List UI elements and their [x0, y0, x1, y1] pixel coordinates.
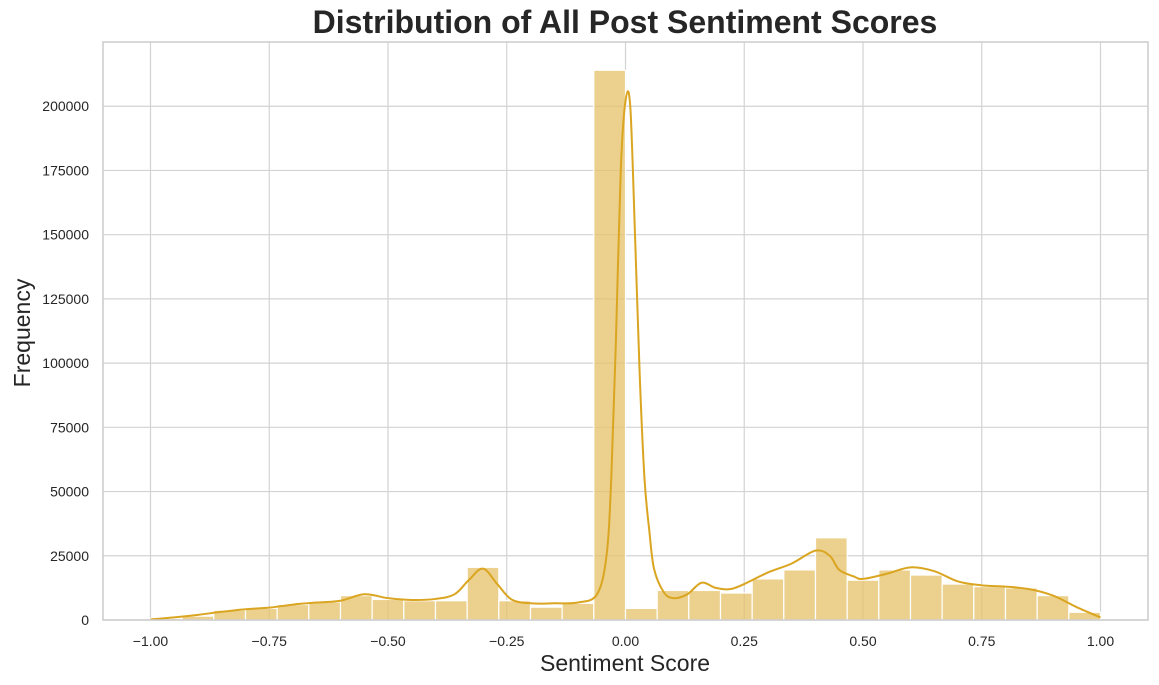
histogram-bar: [434, 600, 468, 621]
histogram-bar: [688, 589, 722, 621]
histogram-bar: [244, 607, 278, 621]
histogram-bar: [466, 566, 500, 621]
y-axis-label: Frequency: [9, 278, 35, 387]
histogram-bar: [403, 600, 437, 621]
x-tick-label: 0.50: [849, 633, 876, 649]
x-axis-label: Sentiment Score: [540, 650, 710, 676]
x-axis-ticks: −1.00 −0.75 −0.50 −0.25 0.00 0.25 0.50 0.75 1.00: [133, 633, 1115, 649]
x-tick-label: 0.00: [612, 633, 639, 649]
x-tick-label: −1.00: [133, 633, 169, 649]
histogram-bar: [371, 598, 405, 621]
y-tick-label: 175000: [42, 162, 89, 178]
y-tick-label: 100000: [42, 355, 89, 371]
y-tick-label: 50000: [50, 484, 89, 500]
y-tick-label: 75000: [50, 419, 89, 435]
histogram-bar: [973, 586, 1007, 621]
y-tick-label: 200000: [42, 98, 89, 114]
y-tick-label: 25000: [50, 548, 89, 564]
kde-curve: [150, 90, 1101, 621]
x-tick-label: 0.25: [731, 633, 758, 649]
y-tick-label: 125000: [42, 291, 89, 307]
histogram-bar: [783, 569, 817, 621]
histogram-bar: [308, 601, 342, 621]
x-tick-label: −0.25: [489, 633, 525, 649]
x-tick-label: −0.75: [252, 633, 288, 649]
chart-title: Distribution of All Post Sentiment Score…: [313, 4, 938, 40]
histogram-bar: [878, 569, 912, 621]
histogram-bar: [719, 592, 753, 621]
x-tick-label: −0.50: [370, 633, 406, 649]
plot-frame: [102, 41, 1149, 621]
histogram-bar: [909, 574, 943, 621]
histogram-bar: [846, 579, 880, 621]
y-tick-label: 0: [81, 612, 89, 628]
histogram-bar: [529, 606, 563, 621]
histogram-bar: [561, 602, 595, 621]
histogram-bar: [1036, 594, 1070, 621]
x-tick-label: 1.00: [1087, 633, 1114, 649]
y-axis-ticks: 0 25000 50000 75000 100000 125000 150000 175000…: [42, 98, 89, 628]
x-tick-label: 0.75: [968, 633, 995, 649]
kde-curve-layer: [150, 90, 1101, 621]
histogram-bars: [149, 69, 1102, 621]
histogram-bar: [751, 578, 785, 621]
histogram-bar: [941, 583, 975, 621]
histogram-bar: [1004, 587, 1038, 621]
y-tick-label: 150000: [42, 227, 89, 243]
histogram-bar: [624, 607, 658, 621]
